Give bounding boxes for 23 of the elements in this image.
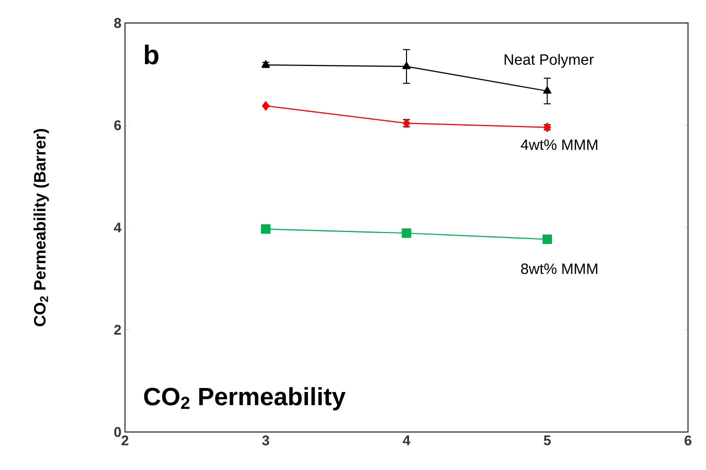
point [542,234,552,244]
y-tick-label: 4 [114,222,122,232]
point [402,62,411,70]
y-tick-label: 6 [114,120,121,130]
y-tick-label: 0 [114,427,121,437]
point [544,122,551,132]
y-axis-title: CO$_{2}$ Permeability (Barrer) [34,128,49,326]
point [543,86,552,94]
y-tick-label: 2 [114,324,121,335]
annotation: CO$_{2}$ Permeability [144,387,346,410]
point [262,101,270,111]
series-label: Neat Polymer [504,54,594,68]
point [402,228,412,238]
x-tick-label: 5 [544,436,551,446]
x-tick-label: 2 [122,436,128,446]
series-label: 8wt% MMM [521,263,598,274]
x-tick-label: 3 [262,436,270,446]
y-tick-label: 8 [114,18,122,28]
x-tick-label: 4 [402,436,410,446]
series-label: 4wt% MMM [520,140,598,150]
point [261,224,270,234]
x-tick-label: 6 [684,436,692,446]
annotation: b [144,44,158,64]
